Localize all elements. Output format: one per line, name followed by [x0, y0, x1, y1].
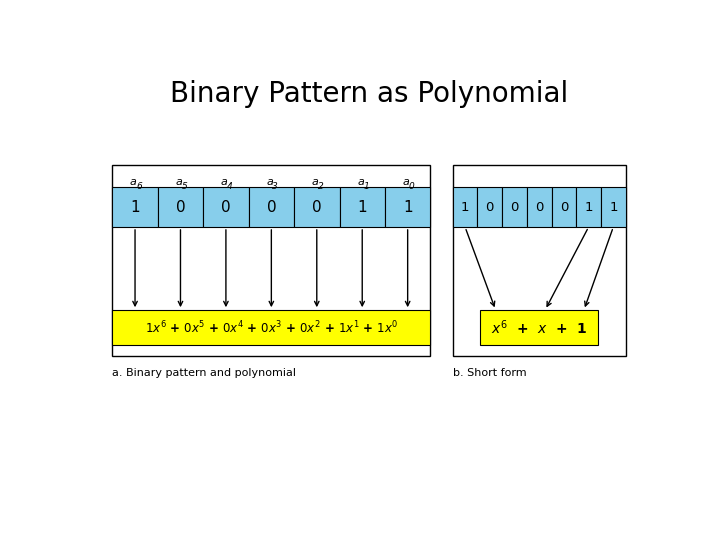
Text: 1: 1: [364, 182, 369, 191]
Text: 6: 6: [136, 182, 142, 191]
Bar: [112, 165, 431, 356]
Text: $x^6$  +  $x$  +  1: $x^6$ + $x$ + 1: [491, 319, 588, 337]
Text: 5: 5: [181, 182, 187, 191]
Bar: [453, 187, 477, 227]
Text: Binary Pattern as Polynomial: Binary Pattern as Polynomial: [170, 80, 568, 108]
Text: 2: 2: [318, 182, 323, 191]
Text: a: a: [266, 178, 273, 187]
Text: 0: 0: [409, 182, 415, 191]
Bar: [502, 187, 527, 227]
Bar: [453, 165, 626, 356]
Text: a: a: [402, 178, 410, 187]
Bar: [552, 187, 576, 227]
Text: 0: 0: [221, 200, 230, 215]
Text: 0: 0: [266, 200, 276, 215]
Text: 1: 1: [357, 200, 367, 215]
Text: a: a: [176, 178, 182, 187]
Bar: [601, 187, 626, 227]
Bar: [385, 187, 431, 227]
Text: 1: 1: [403, 200, 413, 215]
Text: $1x^6$ + $0x^5$ + $0x^4$ + $0x^3$ + $0x^2$ + $1x^1$ + $1x^0$: $1x^6$ + $0x^5$ + $0x^4$ + $0x^3$ + $0x^…: [145, 320, 398, 336]
Text: a. Binary pattern and polynomial: a. Binary pattern and polynomial: [112, 368, 297, 379]
Text: 0: 0: [510, 201, 518, 214]
Bar: [294, 187, 340, 227]
Text: a: a: [130, 178, 137, 187]
Bar: [480, 310, 598, 346]
Bar: [158, 187, 203, 227]
Text: 0: 0: [312, 200, 322, 215]
Bar: [576, 187, 601, 227]
Text: 1: 1: [585, 201, 593, 214]
Text: a: a: [312, 178, 318, 187]
Bar: [112, 310, 431, 346]
Bar: [340, 187, 385, 227]
Text: 1: 1: [461, 201, 469, 214]
Bar: [203, 187, 248, 227]
Text: 3: 3: [272, 182, 278, 191]
Bar: [112, 187, 158, 227]
Text: 0: 0: [485, 201, 494, 214]
Text: 1: 1: [609, 201, 618, 214]
Text: b. Short form: b. Short form: [453, 368, 526, 379]
Bar: [527, 187, 552, 227]
Text: 1: 1: [130, 200, 140, 215]
Text: 0: 0: [559, 201, 568, 214]
Text: 0: 0: [535, 201, 544, 214]
Text: a: a: [357, 178, 364, 187]
Bar: [477, 187, 502, 227]
Text: 4: 4: [227, 182, 233, 191]
Text: a: a: [221, 178, 228, 187]
Text: 0: 0: [176, 200, 185, 215]
Bar: [248, 187, 294, 227]
